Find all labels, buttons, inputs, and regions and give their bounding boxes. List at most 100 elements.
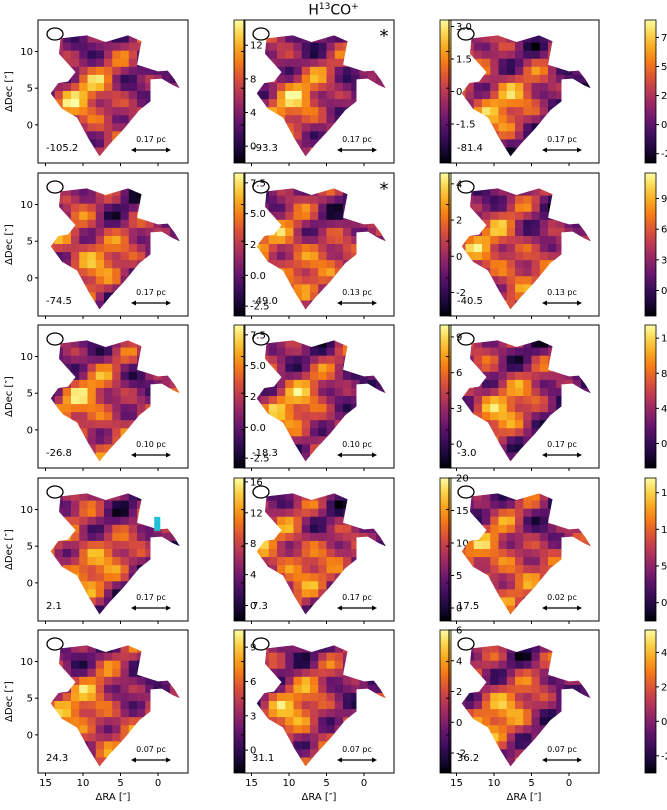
colorbar-tick-label: 2: [456, 216, 462, 227]
beam-ellipse: [457, 637, 475, 651]
heatmap-panel-0: [50, 35, 180, 157]
heatmap-panel-3: [50, 188, 180, 310]
colorbar-tick-label: 8: [661, 369, 667, 380]
y-axis-label: ΔDec [″]: [4, 71, 15, 112]
colorbar-tick-label: 0: [661, 439, 667, 450]
beam-ellipse: [46, 180, 64, 194]
velocity-label: -74.5: [46, 296, 72, 307]
x-axis-label: ΔRA [″]: [507, 792, 542, 803]
scale-bar-arrow-left: [337, 300, 342, 306]
heatmap-panel-5: [461, 188, 591, 310]
colorbar-tick-label: 0.0: [250, 423, 266, 434]
x-tick-label: 5: [323, 778, 329, 789]
scale-bar-arrow-right: [372, 300, 377, 306]
x-tick-label: 15: [450, 778, 463, 789]
colorbar-tick-label: -1.5: [456, 120, 476, 131]
colorbar-tick-label: -2.5: [661, 149, 667, 160]
velocity-label: 17.5: [457, 601, 479, 612]
beam-ellipse: [46, 637, 64, 651]
colorbar-tick-label: 4: [661, 404, 667, 415]
colorbar-tick-label: 10: [456, 539, 469, 550]
heatmap-panel-13: [256, 645, 386, 767]
colorbar: [233, 19, 246, 164]
velocity-label: -93.3: [252, 143, 278, 154]
y-axis-label: ΔDec [″]: [4, 681, 15, 722]
y-tick-label: 10: [20, 200, 33, 211]
heatmap-panel-10: [256, 493, 386, 615]
scale-bar-arrow-right: [577, 757, 582, 763]
colorbar: [439, 324, 452, 469]
panel-frame: [37, 477, 189, 622]
colorbar-tick-label: 0: [661, 598, 667, 609]
colorbar-tick-label: -2.5: [250, 454, 270, 465]
y-axis-label: ΔDec [″]: [4, 224, 15, 265]
colorbar-tick-label: -2: [456, 749, 466, 760]
scale-bar-label: 0.10 pc: [136, 440, 166, 449]
scale-bar-arrow-right: [577, 452, 582, 458]
colorbar-tick-label: -2: [661, 751, 667, 762]
beam-ellipse: [252, 332, 270, 346]
y-tick-label: 5: [27, 542, 33, 553]
velocity-label: 7.3: [252, 601, 268, 612]
scale-bar-arrow-left: [337, 757, 342, 763]
scale-bar-arrow-left: [542, 147, 547, 153]
heatmap-panel-1: [256, 35, 386, 157]
colorbar-tick-label: 2: [661, 682, 667, 693]
colorbar-tick-label: 8: [250, 539, 256, 550]
colorbar-tick-label: 20: [456, 474, 469, 485]
scale-bar-arrow-right: [372, 147, 377, 153]
colorbar-tick-label: -2: [456, 288, 466, 299]
scale-bar-arrow-left: [542, 300, 547, 306]
x-tick-label: 15: [245, 778, 258, 789]
asterisk-marker: *: [380, 179, 389, 200]
panel-frame: [448, 172, 600, 317]
y-tick-label: 10: [20, 505, 33, 516]
y-tick-label: 5: [27, 389, 33, 400]
y-tick-label: 10: [20, 47, 33, 58]
colorbar-tick-label: 9: [456, 332, 462, 343]
colorbar-tick-label: 6: [250, 677, 256, 688]
colorbar-tick-label: 6: [456, 626, 462, 637]
colorbar-tick-label: 6: [661, 225, 667, 236]
velocity-label: -105.2: [46, 143, 78, 154]
x-tick-label: 0: [155, 778, 161, 789]
scale-bar-arrow-left: [542, 452, 547, 458]
y-tick-label: 5: [27, 694, 33, 705]
scale-bar-label: 0.17 pc: [136, 593, 166, 602]
scale-bar-arrow-left: [131, 147, 136, 153]
y-tick-label: 0: [27, 120, 33, 131]
panel-frame: [243, 19, 395, 164]
velocity-label: -49.0: [252, 296, 278, 307]
colorbar-tick-label: 0: [250, 746, 256, 757]
colorbar: [439, 629, 452, 774]
panel-frame: [448, 477, 600, 622]
scale-bar-arrow-left: [131, 605, 136, 611]
colorbar-tick-label: 0.0: [250, 271, 266, 282]
scale-bar-label: 0.07 pc: [136, 745, 166, 754]
scale-bar-label: 0.17 pc: [136, 288, 166, 297]
velocity-label: 24.3: [46, 753, 68, 764]
colorbar: [233, 172, 246, 317]
colorbar-tick-label: 0: [250, 601, 256, 612]
colorbar-tick-label: 12: [661, 334, 667, 345]
colorbar: [644, 172, 657, 317]
beam-ellipse: [457, 180, 475, 194]
scale-bar-arrow-left: [542, 757, 547, 763]
heatmap-panel-11: [461, 493, 591, 615]
colorbar-tick-label: 9: [661, 194, 667, 205]
colorbar-tick-label: 3: [456, 404, 462, 415]
scale-bar-arrow-right: [372, 605, 377, 611]
scale-bar-arrow-right: [372, 452, 377, 458]
colorbar-tick-label: 4: [250, 570, 256, 581]
velocity-label: 2.1: [46, 601, 62, 612]
panel-frame: [37, 324, 189, 469]
heatmap-panel-9: [50, 493, 180, 615]
scale-bar-arrow-right: [372, 757, 377, 763]
colorbar-tick-label: 10: [661, 525, 667, 536]
scale-bar-arrow-left: [131, 757, 136, 763]
colorbar-tick-label: 3: [661, 255, 667, 266]
velocity-label: -40.5: [457, 296, 483, 307]
scale-bar-label: 0.10 pc: [342, 440, 372, 449]
panel-frame: [243, 629, 395, 774]
